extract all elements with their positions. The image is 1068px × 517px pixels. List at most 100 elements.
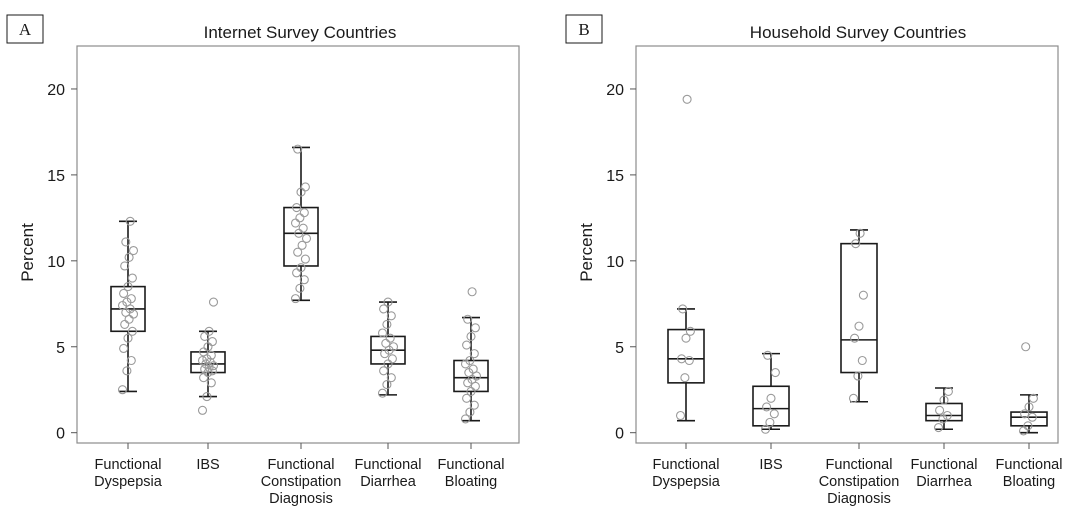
data-point — [127, 273, 137, 283]
data-point — [200, 364, 210, 374]
y-tick-label: 20 — [47, 82, 65, 99]
data-point — [301, 233, 312, 244]
data-point — [769, 409, 779, 419]
data-point — [197, 355, 208, 366]
data-point — [298, 223, 308, 233]
y-axis-label: Percent — [577, 223, 596, 282]
data-point — [123, 282, 133, 292]
panel-letter: A — [19, 20, 32, 39]
data-point — [681, 333, 691, 343]
data-point — [678, 304, 688, 314]
data-point — [208, 297, 219, 307]
x-tick-label-line: Diarrhea — [360, 474, 417, 490]
data-point — [292, 202, 302, 213]
data-point — [942, 410, 952, 421]
data-point — [127, 326, 137, 336]
x-tick-label: Functional Diarrhea — [911, 457, 978, 490]
data-point — [379, 366, 389, 376]
data-point — [851, 239, 861, 249]
x-tick-label-line: Bloating — [1003, 474, 1055, 490]
x-tick-label-line: Constipation — [261, 474, 342, 490]
data-point — [126, 355, 136, 366]
data-point — [388, 342, 399, 352]
data-point — [296, 263, 306, 273]
x-tick-label-line: IBS — [759, 457, 782, 473]
data-point — [770, 367, 780, 378]
x-tick-label: Functional Bloating — [438, 457, 505, 490]
data-point — [207, 337, 217, 347]
x-tick-label-line: Functional — [653, 457, 720, 473]
x-tick-label: Functional Dyspepsia — [652, 457, 721, 490]
data-point — [465, 407, 475, 417]
y-axis-label: Percent — [18, 223, 37, 282]
box — [925, 402, 963, 422]
data-point — [685, 326, 695, 336]
data-point — [128, 245, 139, 256]
data-point — [854, 321, 864, 331]
box — [840, 242, 878, 374]
box — [667, 328, 705, 384]
data-point — [675, 410, 686, 421]
x-tick-label-line: Functional — [911, 457, 978, 473]
data-point — [1020, 409, 1030, 419]
x-tick-label: IBS — [759, 457, 782, 473]
x-tick-label-line: Dyspepsia — [94, 474, 163, 490]
data-point — [293, 144, 303, 154]
panel-letter-box — [565, 14, 603, 44]
x-tick-label-line: Functional — [95, 457, 162, 473]
data-point — [848, 393, 859, 403]
x-tick-label-line: Dyspepsia — [652, 474, 721, 490]
data-point — [204, 326, 214, 336]
y-tick-label: 0 — [56, 426, 65, 443]
x-tick-label-line: Bloating — [445, 474, 497, 490]
data-point — [202, 392, 212, 402]
data-point — [377, 388, 388, 398]
data-point — [1021, 342, 1031, 352]
data-point — [939, 395, 949, 405]
x-tick-label-line: Functional — [826, 457, 893, 473]
data-point — [295, 283, 305, 293]
data-point — [385, 333, 395, 343]
y-tick-label: 20 — [606, 82, 624, 99]
data-point — [386, 311, 396, 321]
data-point — [1018, 426, 1029, 436]
data-point — [300, 182, 310, 192]
chart-title: Internet Survey Countries — [204, 23, 397, 42]
x-tick-label: Functional Constipation Diagnosis — [261, 457, 342, 507]
y-tick-label: 5 — [56, 340, 65, 357]
x-tick-label: Functional Bloating — [996, 457, 1063, 490]
data-point — [292, 268, 302, 278]
data-point — [462, 340, 472, 350]
data-point — [122, 366, 132, 376]
data-point — [763, 350, 773, 360]
data-point — [297, 240, 307, 250]
data-point — [379, 304, 389, 314]
y-tick-label: 10 — [606, 254, 624, 271]
box — [752, 385, 790, 427]
x-tick-label: IBS — [196, 457, 219, 473]
x-tick-label: Functional Dyspepsia — [94, 457, 163, 490]
data-point — [120, 261, 130, 271]
data-point — [682, 94, 692, 104]
data-point — [933, 422, 944, 433]
data-point — [300, 254, 310, 264]
data-point — [293, 247, 303, 257]
data-point — [382, 319, 392, 329]
data-point — [121, 237, 131, 247]
data-point — [680, 373, 690, 383]
x-tick-label-line: IBS — [196, 457, 219, 473]
data-point — [1028, 393, 1038, 403]
panel-letter: B — [578, 20, 589, 39]
data-point — [855, 228, 865, 238]
x-tick-label-line: Diarrhea — [916, 474, 973, 490]
chart-title: Household Survey Countries — [750, 23, 966, 42]
data-point — [197, 405, 208, 415]
data-point — [943, 386, 953, 396]
data-point — [466, 331, 476, 341]
y-tick-label: 10 — [47, 254, 65, 271]
x-tick-label-line: Functional — [996, 457, 1063, 473]
y-tick-label: 0 — [615, 426, 624, 443]
data-point — [1023, 421, 1033, 431]
